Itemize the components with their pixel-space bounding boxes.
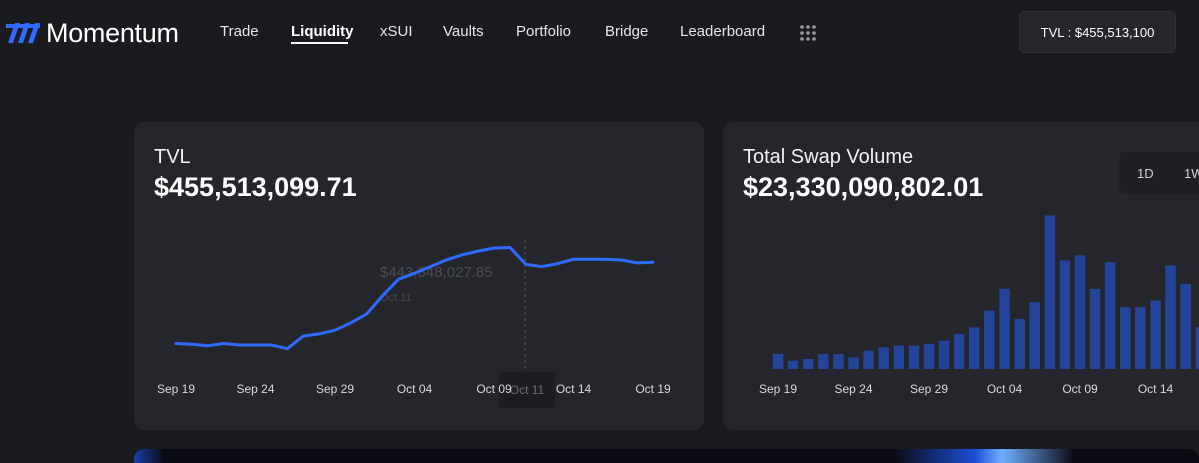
chart-cursor-label-text: Oct 11 [509,383,545,397]
volume-bar[interactable] [818,354,829,369]
volume-x-tick: Oct 14 [1137,382,1174,396]
banner-glow-right [894,449,1074,463]
active-tab-underline [291,42,348,44]
volume-bar[interactable] [1135,307,1146,369]
nav-leaderboard[interactable]: Leaderboard [680,23,766,40]
volume-bar[interactable] [863,350,874,369]
nav-xsui[interactable]: xSUI [380,23,413,40]
tvl-line-chart[interactable] [134,122,704,430]
tvl-card-value: $455,513,099.71 [154,172,357,202]
volume-bar[interactable] [1059,260,1071,369]
volume-bar[interactable] [984,310,995,369]
tvl-series-line [174,245,655,351]
tvl-x-tick: Oct 19 [635,382,671,396]
swap-volume-title: Total Swap Volume [743,146,914,168]
volume-x-tick: Sep 19 [758,382,798,396]
volume-bar[interactable] [803,359,814,369]
time-range-selector: 1D 1W [1119,152,1199,194]
volume-bar[interactable] [1074,255,1086,369]
swap-volume-value: $23,330,090,802.01 [743,172,984,202]
nav-bridge[interactable]: Bridge [605,23,649,40]
volume-bar[interactable] [908,345,920,369]
volume-bar[interactable] [999,288,1010,369]
top-nav: Momentum Trade Liquidity xSUI Vaults Por… [0,0,1199,64]
volume-bar[interactable] [1014,318,1025,369]
volume-bar[interactable] [1150,300,1161,370]
tvl-card-title: TVL [154,146,191,168]
range-1w-button[interactable]: 1W [1184,166,1199,181]
volume-x-tick: Sep 29 [909,382,949,396]
volume-bar[interactable] [893,345,905,369]
tvl-x-tick: Sep 19 [156,382,196,396]
tvl-x-tick: Oct 09 [476,382,512,396]
volume-bar[interactable] [833,354,844,369]
tvl-x-tick: Oct 04 [396,382,433,396]
swap-volume-bar-chart[interactable] [723,122,1199,430]
volume-x-tick: Oct 04 [986,382,1023,396]
tvl-x-tick: Sep 29 [315,382,355,396]
nav-liquidity[interactable]: Liquidity [291,23,354,40]
nav-vaults[interactable]: Vaults [443,23,484,40]
volume-bar[interactable] [1180,283,1191,369]
volume-bar[interactable] [787,360,799,369]
volume-bar[interactable] [1044,215,1056,369]
swap-volume-card: Total Swap Volume $23,330,090,802.01 1D … [723,122,1199,430]
momentum-logo-icon [6,23,40,43]
volume-bar[interactable] [1104,262,1116,369]
tvl-card: TVL $455,513,099.71 $443,848,027.85 Oct … [134,122,704,430]
brand-name: Momentum [46,17,179,48]
volume-bar[interactable] [1165,265,1176,370]
tvl-badge-label: TVL : $455,513,100 [1040,24,1155,40]
range-1d-button[interactable]: 1D [1137,166,1154,181]
volume-bar[interactable] [1029,302,1040,369]
volume-bar[interactable] [969,327,980,370]
chart-tooltip-date: Oct 11 [380,292,412,304]
volume-bar[interactable] [772,354,784,369]
volume-x-tick: Oct 09 [1062,382,1098,396]
volume-bar[interactable] [1120,307,1131,369]
tvl-x-tick: Sep 24 [236,382,275,396]
grid-dots-icon[interactable] [799,24,817,42]
volume-bar[interactable] [878,347,889,369]
volume-bar[interactable] [938,340,950,369]
volume-bar[interactable] [1195,327,1199,370]
banner-glow-left [134,449,164,463]
chart-cursor-label: Oct 11 [499,372,555,408]
nav-trade[interactable]: Trade [220,23,259,40]
tvl-x-tick: Oct 14 [555,382,592,396]
nav-portfolio[interactable]: Portfolio [516,23,572,40]
promo-banner[interactable] [134,449,1199,463]
tvl-badge[interactable]: TVL : $455,513,100 [1019,11,1176,53]
volume-bar[interactable] [1089,288,1101,369]
volume-bar[interactable] [923,343,935,369]
volume-x-tick: Sep 24 [834,382,873,396]
brand-logo[interactable]: Momentum [6,17,179,49]
volume-bar[interactable] [953,333,965,369]
volume-bar[interactable] [848,357,859,369]
